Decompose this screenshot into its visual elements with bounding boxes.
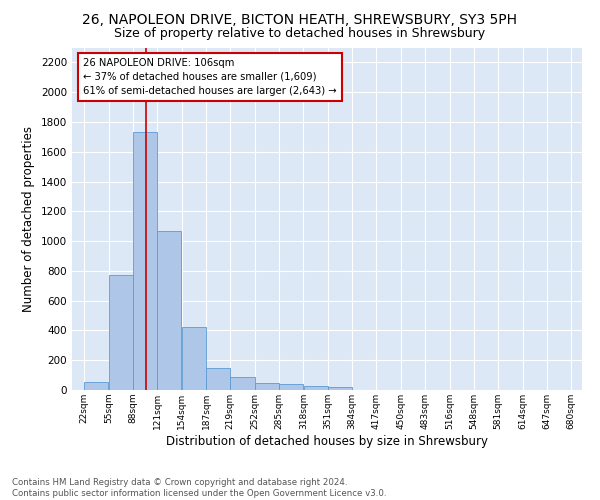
Bar — [182, 328, 206, 390]
Bar — [109, 276, 133, 390]
Bar — [255, 384, 279, 390]
Text: 26, NAPOLEON DRIVE, BICTON HEATH, SHREWSBURY, SY3 5PH: 26, NAPOLEON DRIVE, BICTON HEATH, SHREWS… — [83, 12, 517, 26]
Text: Contains HM Land Registry data © Crown copyright and database right 2024.
Contai: Contains HM Land Registry data © Crown c… — [12, 478, 386, 498]
Bar — [133, 132, 157, 390]
Y-axis label: Number of detached properties: Number of detached properties — [22, 126, 35, 312]
Text: Size of property relative to detached houses in Shrewsbury: Size of property relative to detached ho… — [115, 28, 485, 40]
Bar — [279, 384, 303, 390]
Bar — [206, 368, 230, 390]
Bar — [230, 378, 254, 390]
Text: 26 NAPOLEON DRIVE: 106sqm
← 37% of detached houses are smaller (1,609)
61% of se: 26 NAPOLEON DRIVE: 106sqm ← 37% of detac… — [83, 58, 337, 96]
Bar — [84, 382, 109, 390]
Bar — [304, 386, 328, 390]
X-axis label: Distribution of detached houses by size in Shrewsbury: Distribution of detached houses by size … — [166, 434, 488, 448]
Bar — [157, 232, 181, 390]
Bar — [328, 387, 352, 390]
